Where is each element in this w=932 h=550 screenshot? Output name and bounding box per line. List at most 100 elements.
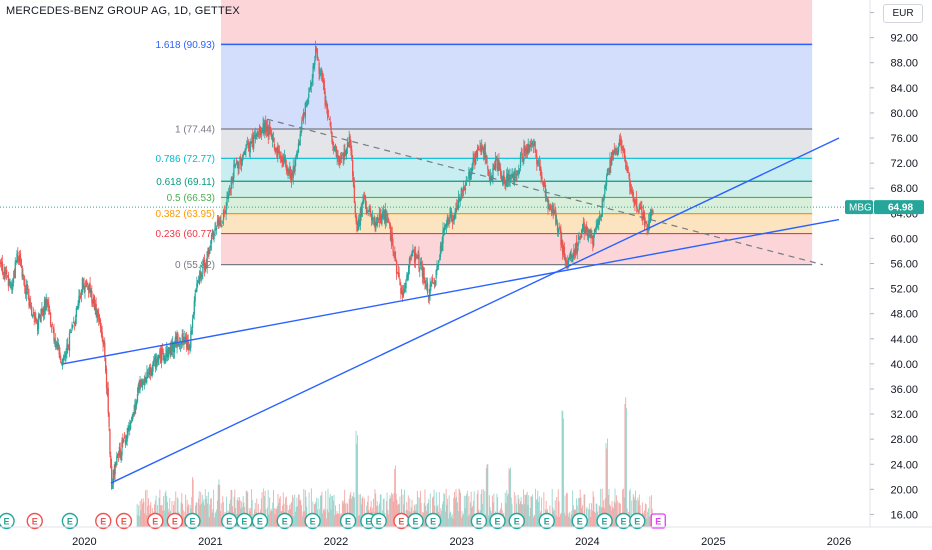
candle-620 bbox=[533, 138, 535, 147]
volume-bar-461 bbox=[485, 468, 487, 527]
event-marker-10[interactable]: E bbox=[251, 512, 269, 530]
trendline-resistance-dashed[interactable] bbox=[267, 118, 823, 266]
candle-56 bbox=[48, 296, 50, 315]
volume-bar-266 bbox=[338, 513, 340, 527]
event-marker-4[interactable]: E bbox=[115, 512, 133, 530]
candle-686 bbox=[590, 227, 592, 244]
volume-bar-431 bbox=[463, 513, 465, 527]
candle-186 bbox=[160, 346, 162, 364]
volume-bar-425 bbox=[458, 488, 460, 527]
volume-bar-656 bbox=[633, 496, 635, 527]
event-marker-27[interactable]: E bbox=[650, 513, 666, 529]
event-marker-12[interactable]: E bbox=[304, 512, 321, 530]
candle-170 bbox=[146, 365, 148, 385]
event-marker-13[interactable]: E bbox=[339, 512, 357, 530]
volume-bar-330 bbox=[386, 492, 388, 527]
event-marker-2[interactable]: E bbox=[61, 512, 79, 530]
volume-bar-395 bbox=[435, 492, 437, 527]
volume-bar-97 bbox=[210, 498, 212, 527]
candle-311 bbox=[267, 124, 269, 144]
event-marker-5[interactable]: E bbox=[147, 512, 164, 530]
event-marker-24[interactable]: E bbox=[596, 512, 613, 530]
fib-level-label-6: 0.236 (60.77) bbox=[156, 229, 216, 240]
candle-253 bbox=[217, 215, 220, 229]
candle-177 bbox=[152, 360, 154, 376]
trendline-support-2019[interactable] bbox=[62, 218, 840, 365]
volume-bar-676 bbox=[648, 516, 650, 527]
event-marker-6[interactable]: E bbox=[166, 512, 184, 530]
candle-250 bbox=[215, 221, 217, 231]
candle-214 bbox=[184, 330, 186, 345]
event-marker-8[interactable]: E bbox=[221, 512, 238, 530]
event-marker-25[interactable]: E bbox=[615, 512, 632, 530]
volume-bar-219 bbox=[302, 511, 304, 527]
trendline-support-2020[interactable] bbox=[110, 137, 840, 484]
volume-bar-356 bbox=[406, 502, 408, 527]
event-marker-15[interactable]: E bbox=[370, 512, 387, 530]
candle-299 bbox=[257, 131, 259, 138]
volume-bar-390 bbox=[432, 497, 433, 527]
candle-124 bbox=[106, 382, 109, 397]
volume-bar-428 bbox=[460, 517, 462, 527]
candle-209 bbox=[179, 337, 182, 352]
candle-159 bbox=[136, 387, 139, 404]
event-marker-21[interactable]: E bbox=[508, 512, 525, 530]
event-marker-1[interactable]: E bbox=[26, 512, 43, 530]
price-axis[interactable]: 96.0092.0088.0084.0080.0076.0072.0068.00… bbox=[870, 8, 918, 522]
candle-494 bbox=[425, 280, 427, 290]
candle-460 bbox=[395, 259, 398, 280]
event-marker-19[interactable]: E bbox=[470, 512, 488, 530]
event-marker-16[interactable]: E bbox=[393, 512, 410, 530]
volume-bar-218 bbox=[301, 515, 303, 527]
candle-65 bbox=[55, 340, 58, 350]
volume-bar-392 bbox=[433, 489, 435, 527]
event-marker-22[interactable]: E bbox=[538, 512, 555, 530]
candle-347 bbox=[298, 140, 300, 146]
candle-607 bbox=[522, 157, 524, 166]
event-label-5: E bbox=[152, 517, 158, 527]
candle-230 bbox=[197, 275, 200, 284]
volume-bar-427 bbox=[460, 492, 461, 527]
candle-245 bbox=[210, 233, 213, 251]
event-marker-0[interactable]: E bbox=[0, 512, 15, 530]
candle-185 bbox=[159, 347, 161, 359]
event-marker-3[interactable]: E bbox=[95, 512, 112, 530]
candle-33 bbox=[28, 288, 30, 310]
volume-bar-221 bbox=[304, 511, 305, 527]
volume-bar-349 bbox=[401, 489, 402, 527]
candle-171 bbox=[147, 368, 149, 379]
event-marker-11[interactable]: E bbox=[276, 512, 293, 530]
time-axis[interactable]: 2020 2021 2022 2023 2024 2025 2026 bbox=[72, 536, 851, 548]
volume-bar-614 bbox=[601, 488, 603, 527]
y-tick-label-3: 84.00 bbox=[890, 83, 918, 95]
event-marker-9[interactable]: E bbox=[236, 512, 253, 530]
candle-723 bbox=[622, 145, 624, 158]
trendlines[interactable] bbox=[62, 118, 840, 484]
candle-454 bbox=[390, 226, 393, 249]
volume-bar-295 bbox=[360, 494, 362, 527]
event-marker-26[interactable]: E bbox=[629, 512, 646, 530]
event-marker-23[interactable]: E bbox=[571, 512, 588, 530]
candle-728 bbox=[626, 162, 628, 174]
volume-bar-15 bbox=[148, 498, 149, 527]
event-marker-18[interactable]: E bbox=[424, 512, 442, 530]
candle-44 bbox=[37, 312, 40, 335]
volume-bar-633 bbox=[616, 495, 618, 527]
volume-bar-204 bbox=[291, 502, 293, 527]
candle-106 bbox=[91, 285, 93, 307]
candle-29 bbox=[24, 284, 27, 299]
event-marker-7[interactable]: E bbox=[184, 512, 201, 530]
event-marker-17[interactable]: E bbox=[407, 512, 424, 530]
volume-bar-512 bbox=[524, 494, 526, 527]
event-marker-20[interactable]: E bbox=[489, 512, 506, 530]
currency-button[interactable]: EUR bbox=[883, 4, 923, 23]
candle-392 bbox=[337, 150, 339, 163]
volume-bar-247 bbox=[323, 508, 325, 527]
candle-264 bbox=[227, 191, 229, 199]
volume-bar-101 bbox=[213, 489, 215, 527]
candle-10 bbox=[8, 278, 10, 287]
candle-285 bbox=[245, 144, 247, 157]
volume-bar-282 bbox=[350, 492, 352, 527]
